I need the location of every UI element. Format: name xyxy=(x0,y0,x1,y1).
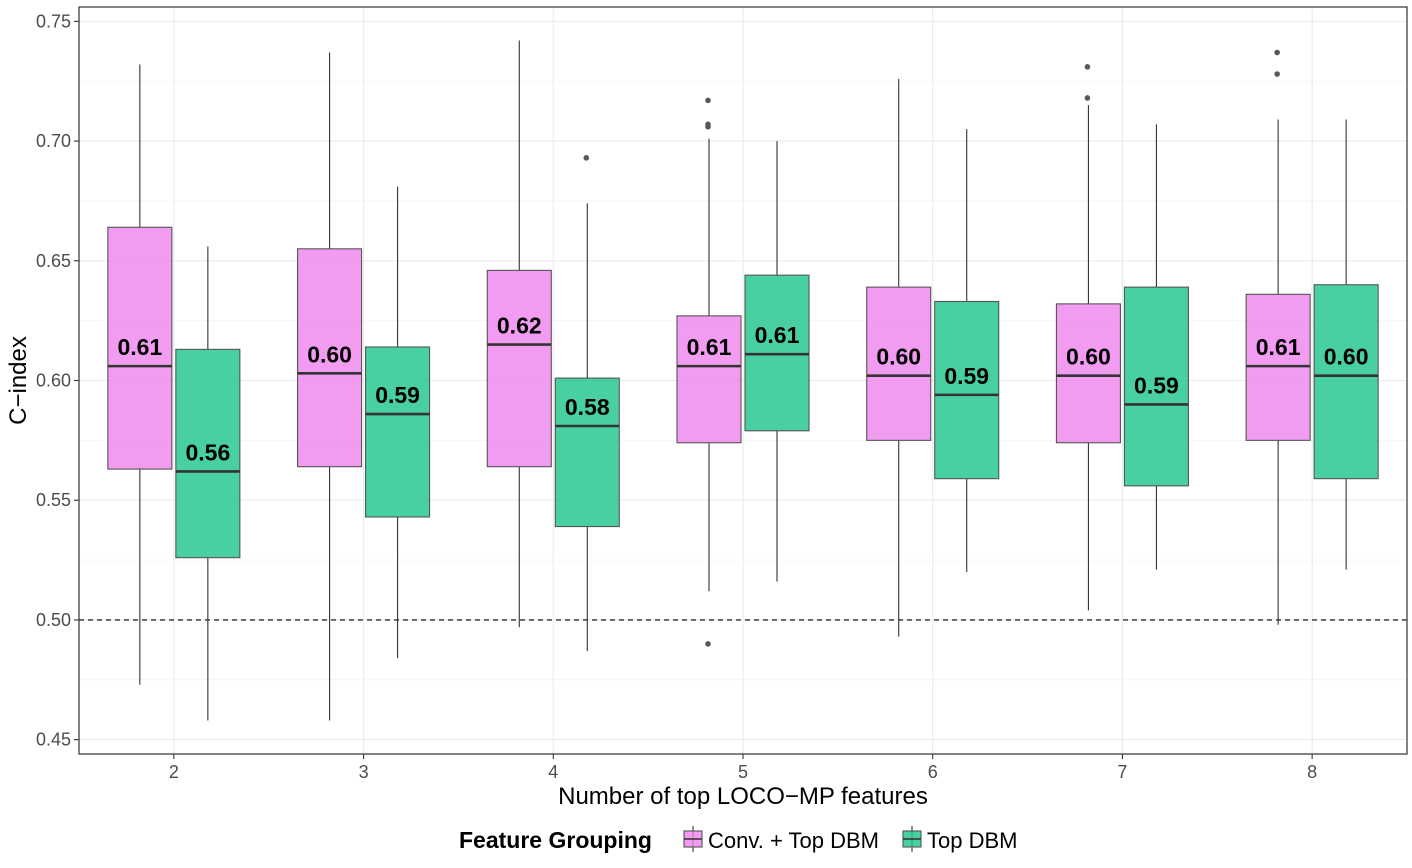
median-value-label: 0.61 xyxy=(1256,334,1301,360)
median-value-label: 0.61 xyxy=(687,334,732,360)
median-value-label: 0.59 xyxy=(1134,372,1179,398)
y-tick-label: 0.60 xyxy=(36,371,71,391)
box-group xyxy=(676,97,742,647)
median-value-label: 0.60 xyxy=(876,344,921,370)
y-tick-label: 0.50 xyxy=(36,610,71,630)
box-iqr xyxy=(175,348,241,559)
box-group xyxy=(297,52,363,721)
legend-item-label: Top DBM xyxy=(927,828,1017,853)
outlier-point xyxy=(1274,71,1280,77)
x-tick-label: 8 xyxy=(1307,762,1317,782)
box-iqr xyxy=(1313,284,1379,480)
grid-layer xyxy=(79,7,1407,754)
outlier-point xyxy=(705,97,711,104)
outlier-point xyxy=(583,155,590,161)
outlier-point xyxy=(1274,49,1280,56)
box-group xyxy=(1313,119,1379,570)
box-iqr xyxy=(297,248,363,468)
box-iqr xyxy=(676,315,742,444)
legend: Feature Grouping Conv. + Top DBM Top DBM xyxy=(459,826,1017,853)
x-axis-title: Number of top LOCO−MP features xyxy=(558,783,928,810)
legend-items: Conv. + Top DBM Top DBM xyxy=(683,826,1017,853)
outlier-point xyxy=(1084,64,1091,70)
y-tick-label: 0.45 xyxy=(36,730,71,750)
x-tick-label: 5 xyxy=(738,762,748,782)
box-iqr xyxy=(1055,303,1121,444)
box-iqr xyxy=(866,286,932,441)
box-group xyxy=(1123,124,1189,570)
axis-layer: 0.45 0.50 0.55 0.60 0.65 0.70 0.75 2 3 4 5 6 7 8 xyxy=(36,11,1317,782)
median-value-label: 0.60 xyxy=(307,341,352,367)
box-group xyxy=(107,64,173,685)
median-value-label: 0.59 xyxy=(944,363,989,389)
box-group xyxy=(175,246,241,721)
y-tick-label: 0.75 xyxy=(36,11,71,31)
x-tick-label: 3 xyxy=(359,762,369,782)
outlier-point xyxy=(705,641,711,647)
box-iqr xyxy=(107,226,173,470)
x-tick-label: 2 xyxy=(169,762,179,782)
legend-item-label: Conv. + Top DBM xyxy=(708,828,879,853)
legend-title: Feature Grouping xyxy=(459,827,652,853)
box-group xyxy=(866,78,932,637)
box-group xyxy=(365,186,431,659)
x-tick-label: 6 xyxy=(928,762,938,782)
x-tick-label: 4 xyxy=(548,762,558,782)
box-iqr xyxy=(365,346,431,518)
median-value-label: 0.62 xyxy=(497,313,542,339)
box-group xyxy=(486,40,552,628)
box-group xyxy=(744,141,810,582)
median-label-layer: 0.61 0.60 0.62 0.61 0.60 0.60 0.61 0.56 0.59 0.58… xyxy=(117,313,1368,466)
median-value-label: 0.60 xyxy=(1324,344,1369,370)
y-tick-label: 0.65 xyxy=(36,251,71,271)
x-tick-label: 7 xyxy=(1117,762,1127,782)
median-value-label: 0.60 xyxy=(1066,344,1111,370)
y-tick-label: 0.55 xyxy=(36,490,71,510)
y-tick-label: 0.70 xyxy=(36,131,71,151)
median-value-label: 0.58 xyxy=(565,394,610,420)
outlier-point xyxy=(705,123,711,130)
box-iqr xyxy=(554,377,620,528)
box-group xyxy=(934,129,1000,573)
box-iqr xyxy=(934,300,1000,480)
box-layer xyxy=(107,40,1379,721)
median-value-label: 0.56 xyxy=(185,439,230,465)
box-group xyxy=(1055,64,1121,611)
box-iqr xyxy=(1123,286,1189,487)
outlier-point xyxy=(1084,95,1091,101)
box-group xyxy=(1245,49,1311,625)
median-value-label: 0.61 xyxy=(117,334,162,360)
box-iqr xyxy=(486,269,552,468)
y-axis-title: C−index xyxy=(5,336,32,425)
median-value-label: 0.61 xyxy=(755,322,800,348)
box-group xyxy=(554,155,620,652)
median-value-label: 0.59 xyxy=(375,382,420,408)
